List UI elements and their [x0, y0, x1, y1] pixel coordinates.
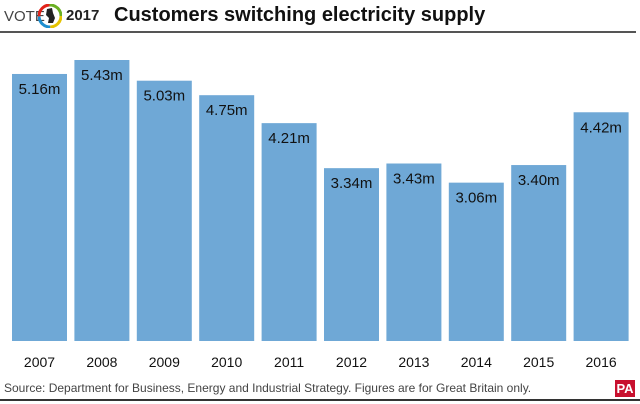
bar-2011 [261, 123, 317, 342]
bar-2010 [199, 95, 255, 341]
chart-title: Customers switching electricity supply [114, 4, 486, 26]
bar-2014 [448, 182, 504, 341]
x-tick-label: 2007 [24, 354, 55, 370]
x-tick-label: 2010 [211, 354, 242, 370]
data-label: 3.34m [331, 175, 373, 192]
bar-2009 [136, 80, 192, 341]
data-label: 5.43m [81, 67, 123, 84]
vote-label: VOTE [4, 8, 45, 25]
x-tick-label: 2016 [586, 354, 617, 370]
data-label: 3.43m [393, 170, 435, 187]
bar-2016 [573, 112, 629, 342]
bar-2007 [12, 73, 67, 341]
x-tick-label: 2014 [461, 354, 492, 370]
header-divider [0, 31, 636, 33]
data-label: 5.16m [19, 81, 61, 98]
bar-2012 [324, 168, 379, 341]
x-tick-label: 2009 [149, 354, 180, 370]
source-note: Source: Department for Business, Energy … [4, 381, 532, 395]
bar-2013 [386, 163, 442, 341]
data-label: 3.40m [518, 172, 560, 189]
x-tick-label: 2011 [274, 354, 304, 370]
x-tick-label: 2008 [86, 354, 117, 370]
bar-2008 [74, 60, 130, 341]
x-tick-label: 2012 [336, 354, 367, 370]
pa-logo: PA [615, 380, 635, 397]
header: VOTE 2017 Customers switching electricit… [0, 0, 640, 33]
vote-year: 2017 [66, 7, 100, 24]
x-tick-label: 2015 [523, 354, 554, 370]
data-label: 5.03m [143, 88, 185, 105]
bar-chart: 5.16m 2007 5.43m 2008 5.03m 2009 4.75m 2010 4.21… [12, 60, 629, 370]
data-label: 4.42m [580, 119, 622, 136]
x-tick-label: 2013 [398, 354, 429, 370]
data-label: 3.06m [455, 190, 497, 207]
vote-logo-icon [38, 4, 62, 28]
data-label: 4.21m [268, 130, 310, 147]
bar-2015 [511, 165, 567, 341]
data-label: 4.75m [206, 102, 248, 119]
footer-divider [0, 399, 640, 401]
